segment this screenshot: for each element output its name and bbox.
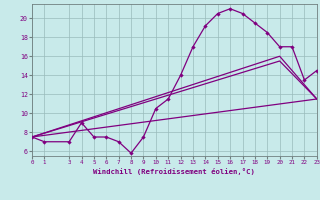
X-axis label: Windchill (Refroidissement éolien,°C): Windchill (Refroidissement éolien,°C) [93,168,255,175]
